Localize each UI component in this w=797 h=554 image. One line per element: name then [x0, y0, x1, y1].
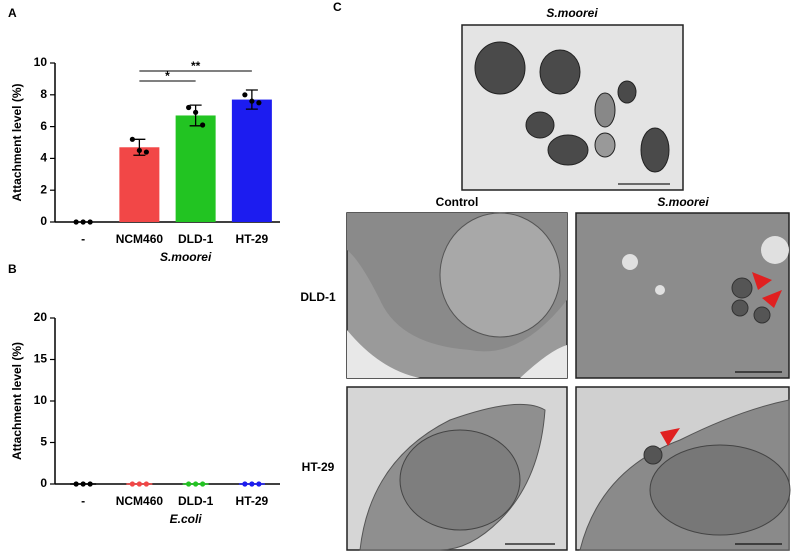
x-tick-label: DLD-1: [178, 232, 214, 246]
data-point: [143, 149, 149, 155]
data-point: [249, 98, 255, 104]
data-point: [87, 219, 93, 225]
nucleus: [439, 212, 561, 338]
panel-label: C: [333, 0, 342, 14]
y-axis-label: Attachment level (%): [10, 342, 24, 460]
row-label: HT-29: [302, 460, 335, 474]
y-axis-label: Attachment level (%): [10, 83, 24, 201]
data-point: [80, 219, 86, 225]
data-point: [143, 481, 149, 487]
data-point: [73, 481, 79, 487]
y-tick-label: 2: [40, 182, 47, 196]
x-tick-label: NCM460: [116, 494, 164, 508]
y-tick-label: 5: [40, 435, 47, 449]
x-tick-label: NCM460: [116, 232, 164, 246]
data-point: [256, 481, 262, 487]
significance-label: **: [191, 59, 201, 73]
y-tick-label: 6: [40, 119, 47, 133]
x-tick-label: HT-29: [236, 232, 269, 246]
error-bar: [189, 104, 202, 127]
arrowhead: [762, 290, 782, 308]
x-axis-label: S.moorei: [160, 250, 212, 264]
panel-label: B: [8, 262, 17, 276]
x-tick-label: -: [81, 494, 85, 508]
column-label: S.moorei: [657, 195, 709, 209]
data-point: [200, 122, 206, 128]
y-tick-label: 15: [34, 352, 48, 366]
data-point: [129, 481, 135, 487]
bacteria: [474, 41, 670, 173]
bar: [175, 115, 216, 222]
x-tick-label: DLD-1: [178, 494, 214, 508]
y-tick-label: 10: [34, 393, 48, 407]
image-title: S.moorei: [546, 6, 598, 20]
x-tick-label: -: [81, 232, 85, 246]
bacteria: [731, 277, 771, 324]
arrowhead: [660, 428, 680, 446]
data-point: [200, 481, 206, 487]
data-point: [87, 481, 93, 487]
background: [347, 330, 567, 378]
y-tick-label: 8: [40, 87, 47, 101]
data-point: [186, 481, 192, 487]
y-tick-label: 0: [40, 476, 47, 490]
data-point: [186, 104, 192, 111]
column-label: Control: [436, 195, 479, 209]
data-point: [242, 481, 248, 487]
x-tick-label: HT-29: [236, 494, 269, 508]
bar: [231, 99, 272, 222]
row-label: DLD-1: [300, 290, 336, 304]
nucleus: [649, 444, 791, 536]
x-axis-label: E.coli: [170, 512, 203, 526]
nucleus: [399, 429, 521, 531]
micrograph: [575, 212, 790, 379]
y-tick-label: 4: [40, 151, 47, 165]
y-tick-label: 10: [34, 55, 48, 69]
data-point: [136, 147, 142, 154]
data-point: [193, 481, 199, 487]
significance-label: *: [165, 69, 170, 83]
panel-label: A: [8, 6, 17, 20]
bacterium: [643, 445, 663, 465]
data-point: [73, 219, 79, 225]
data-point: [249, 481, 255, 487]
micrographs: S.moorei Control S.moorei DLD-1 HT-29: [300, 6, 791, 551]
data-point: [256, 100, 262, 106]
y-tick-label: 0: [40, 214, 47, 228]
data-point: [129, 136, 135, 142]
data-point: [80, 481, 86, 487]
y-tick-label: 20: [34, 310, 48, 324]
data-point: [242, 92, 248, 98]
data-point: [193, 109, 199, 115]
vacuoles: [622, 236, 789, 295]
bar: [119, 147, 160, 222]
data-point: [136, 481, 142, 487]
arrowhead: [752, 272, 772, 290]
